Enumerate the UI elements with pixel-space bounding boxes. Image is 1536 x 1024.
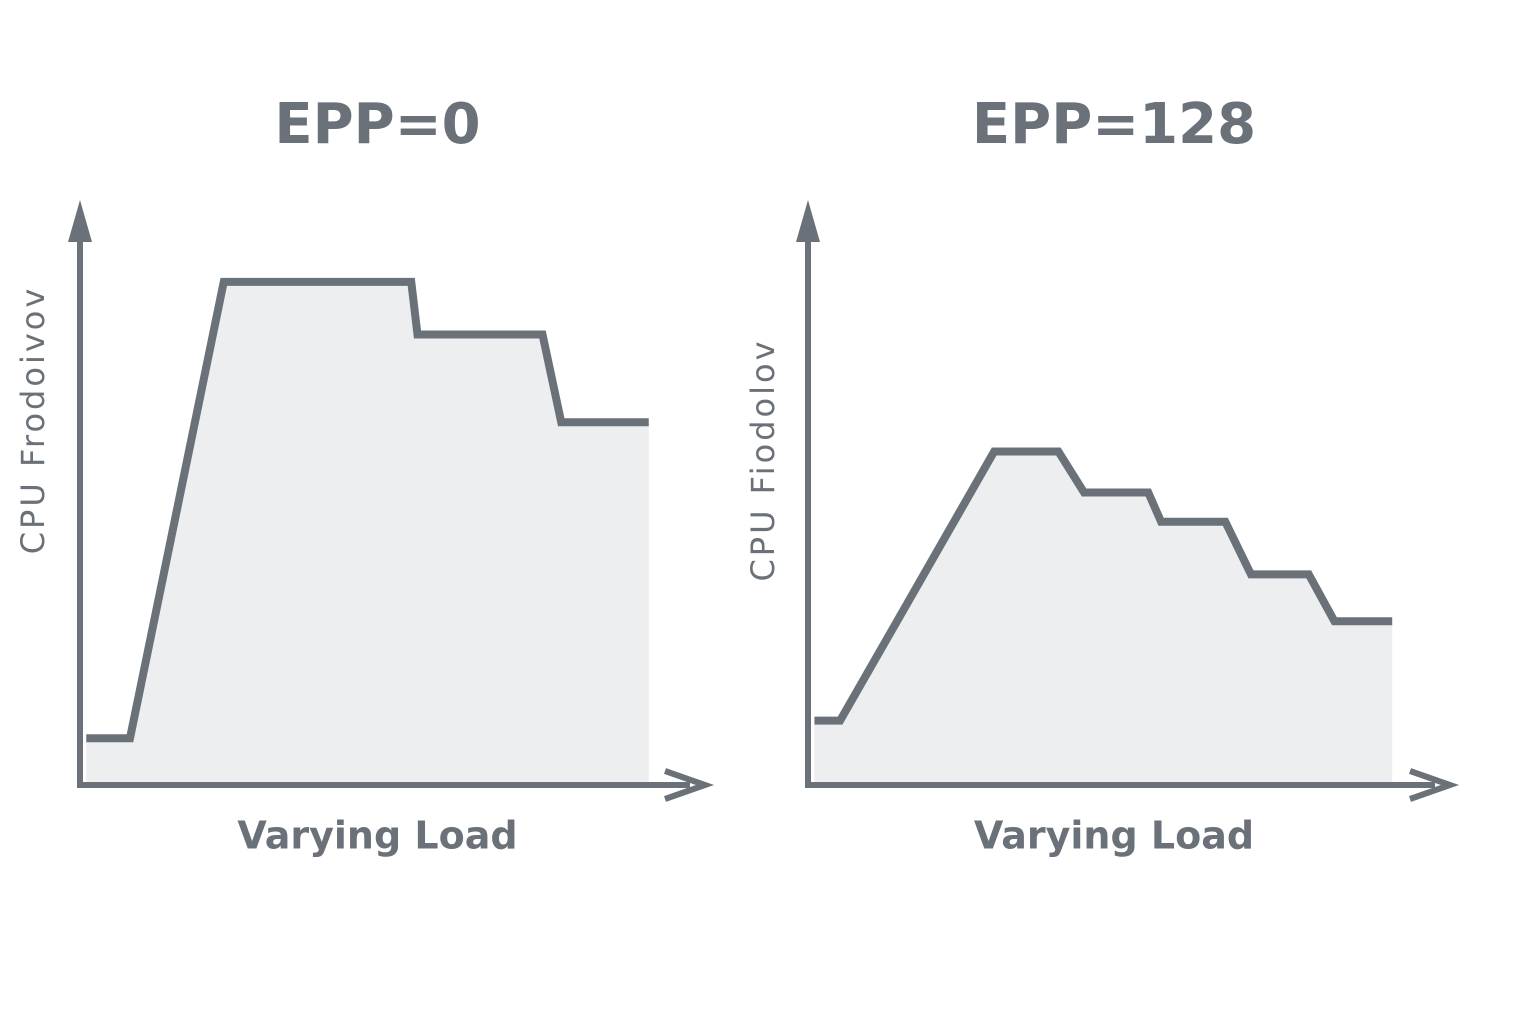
- area-line: [86, 277, 649, 743]
- y-axis-label: CPU Fiodolov: [744, 338, 782, 581]
- y-axis-arrow: [68, 200, 92, 242]
- x-axis-label: Varying Load: [237, 814, 517, 858]
- chart-title: EPP=0: [274, 92, 480, 157]
- area-fill: [814, 451, 1393, 785]
- x-axis-label: Varying Load: [974, 814, 1254, 858]
- y-axis-label: CPU Frodoivov: [14, 286, 52, 555]
- y-axis-arrow: [796, 200, 820, 242]
- area-fill: [86, 281, 649, 785]
- x-axis-arrow: [1409, 768, 1460, 802]
- chart-title: EPP=128: [972, 92, 1256, 157]
- area-line: [814, 447, 1393, 725]
- x-axis-arrow: [664, 768, 715, 802]
